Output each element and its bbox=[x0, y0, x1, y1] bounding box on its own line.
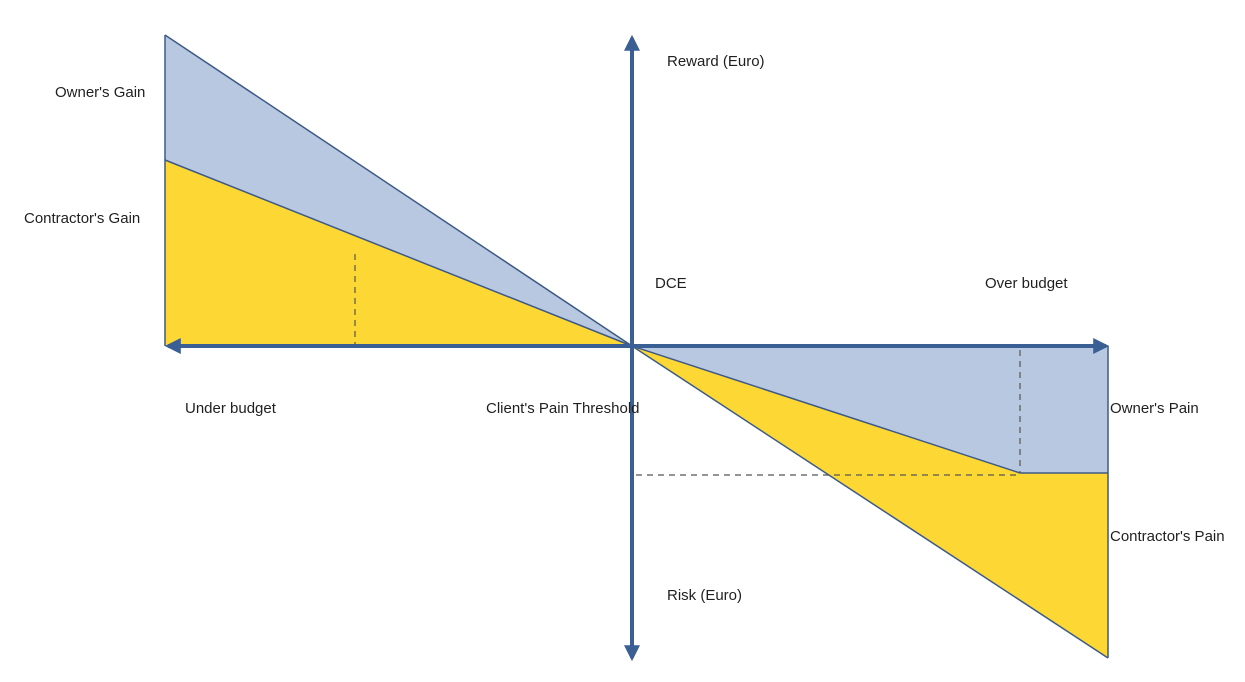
owners-pain-edge bbox=[631, 345, 1021, 474]
owners-gain-label: Owner's Gain bbox=[55, 84, 145, 101]
dce-label: DCE bbox=[655, 275, 687, 292]
over-budget-label: Over budget bbox=[985, 275, 1068, 292]
contractors-pain-label: Contractor's Pain bbox=[1110, 528, 1225, 545]
owners-pain-area bbox=[632, 346, 1108, 473]
pain-threshold-label: Client's Pain Threshold bbox=[486, 400, 640, 417]
risk-axis-label: Risk (Euro) bbox=[667, 587, 742, 604]
under-budget-label: Under budget bbox=[185, 400, 277, 417]
contractors-gain-label: Contractor's Gain bbox=[24, 210, 140, 227]
contractors-pain-edge bbox=[631, 345, 1109, 659]
owners-gain-edge bbox=[164, 34, 633, 347]
reward-axis-label: Reward (Euro) bbox=[667, 53, 765, 70]
contractors-gain-edge bbox=[164, 159, 633, 347]
owners-pain-label: Owner's Pain bbox=[1110, 400, 1199, 417]
